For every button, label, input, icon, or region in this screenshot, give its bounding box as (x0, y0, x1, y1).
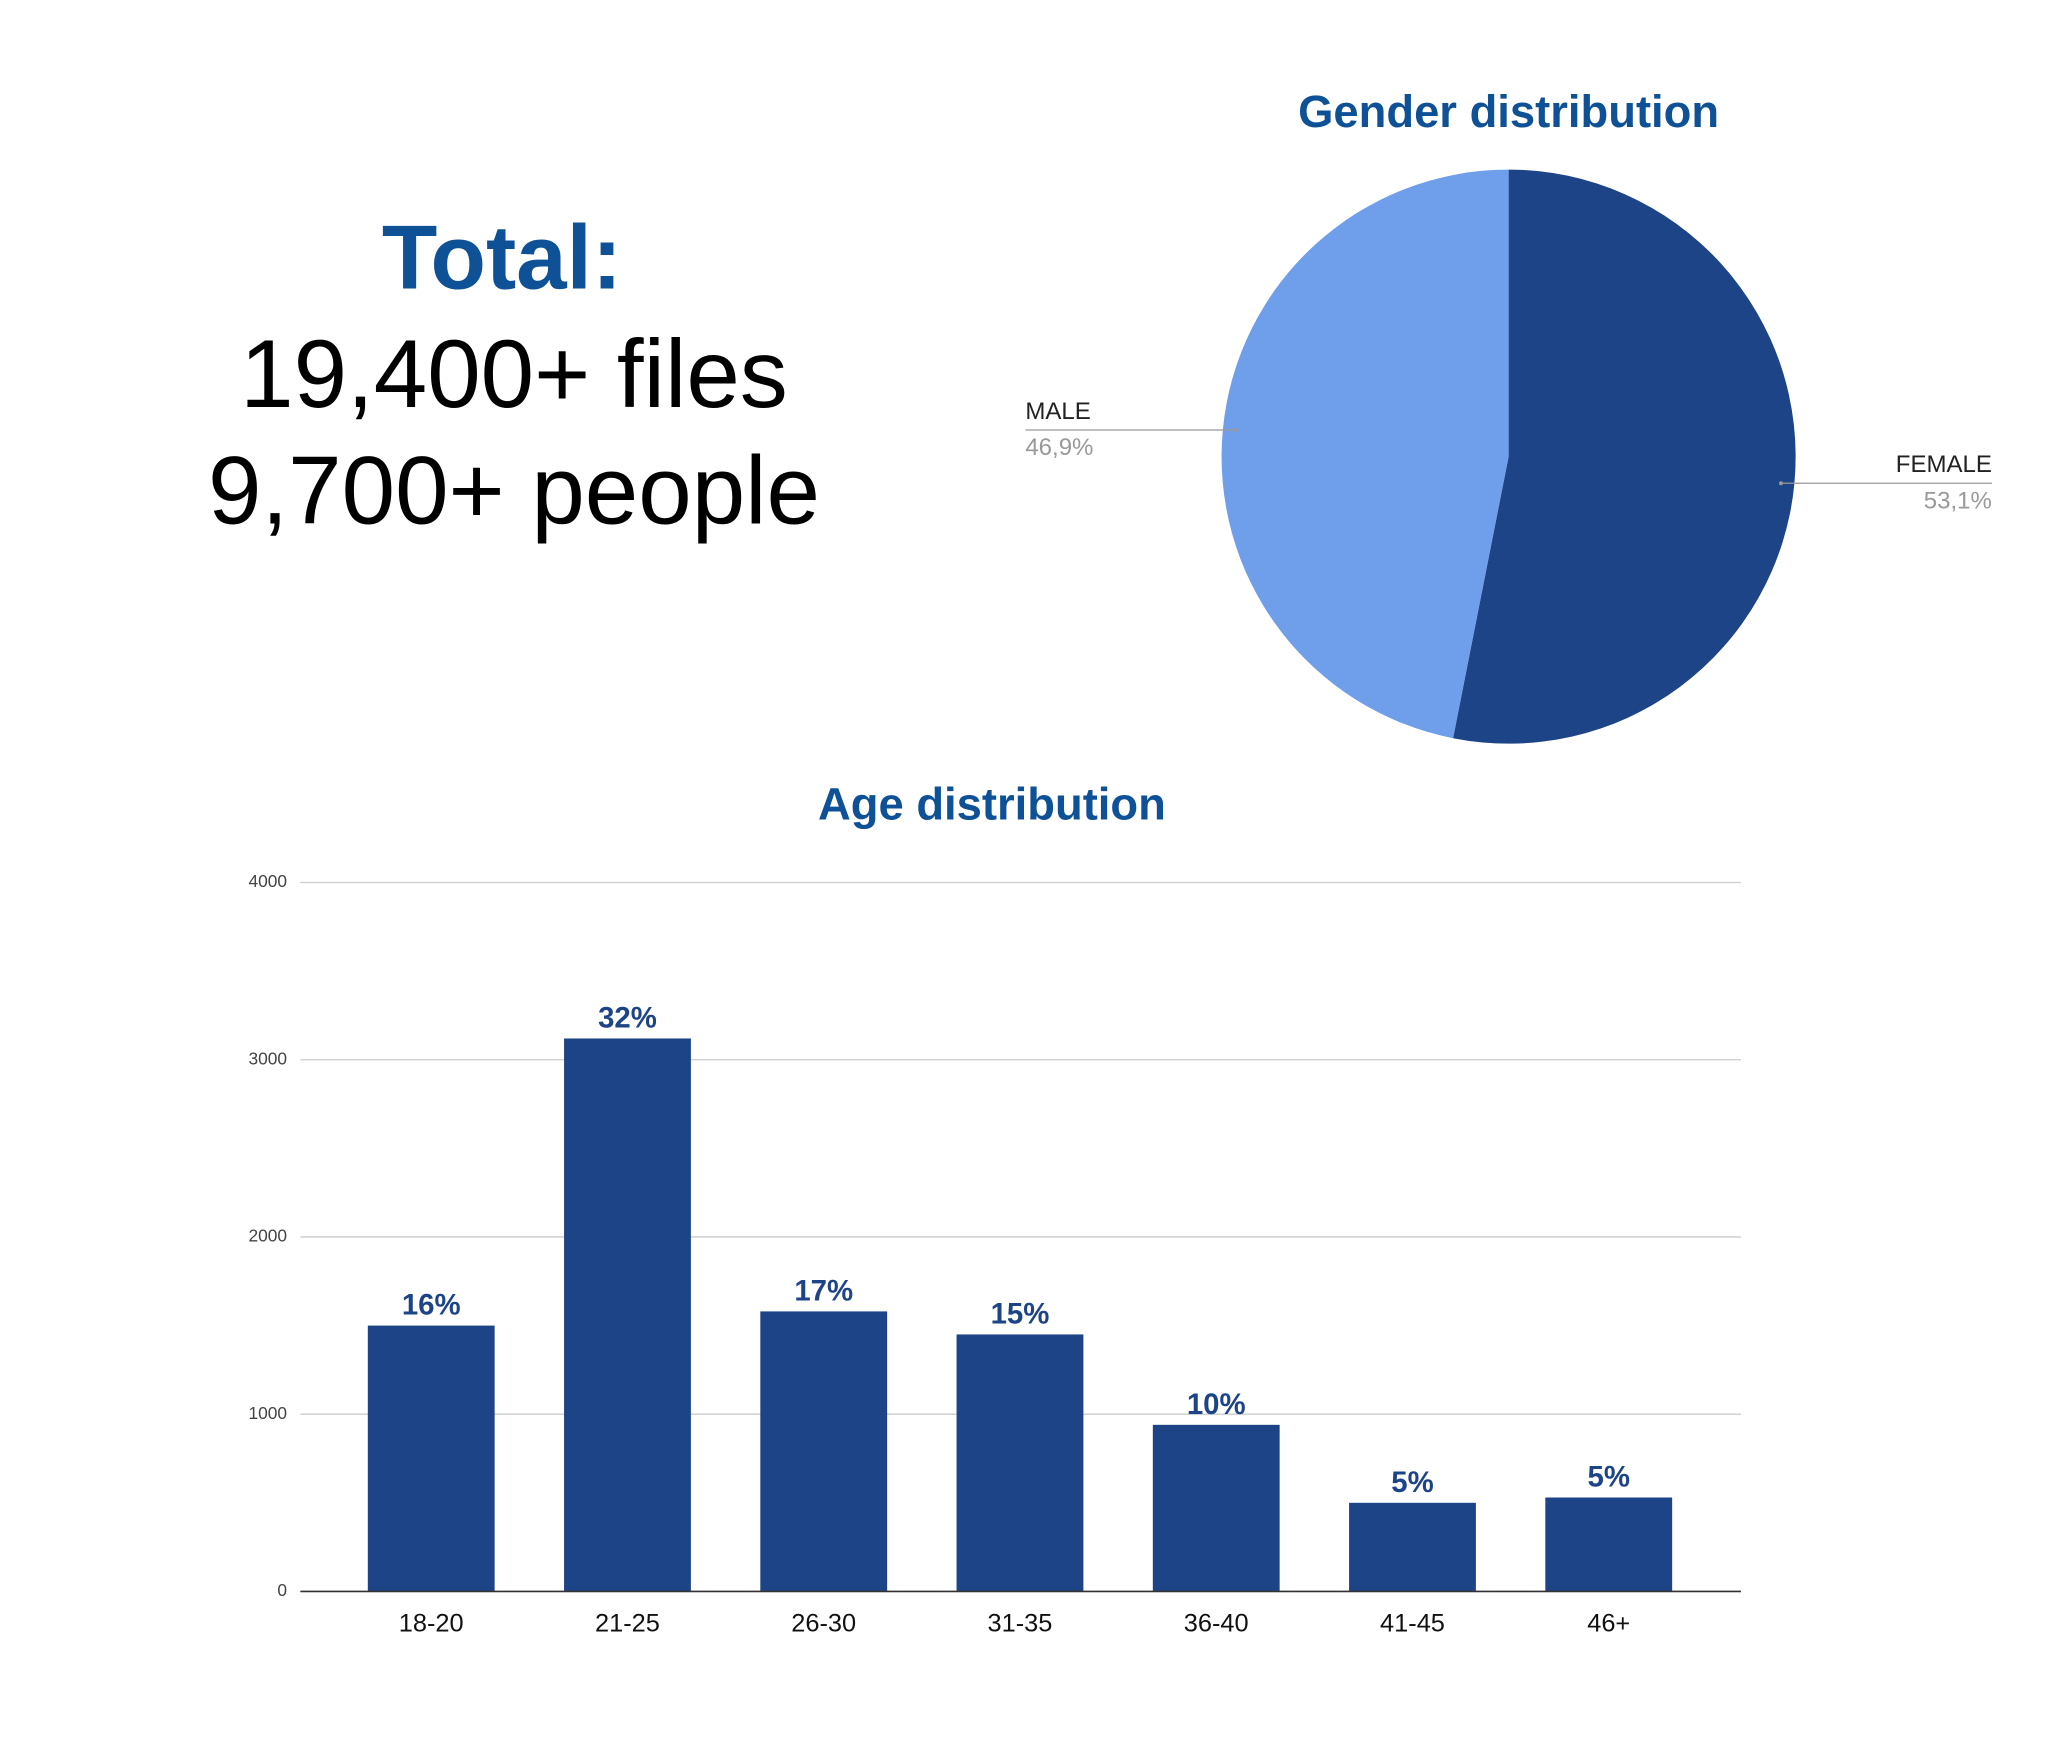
pie-slice (1221, 169, 1509, 739)
bar (564, 1038, 691, 1592)
bar-value-label: 5% (1391, 1466, 1433, 1499)
x-tick-label: 18-20 (399, 1610, 464, 1638)
x-tick-label: 21-25 (595, 1610, 660, 1638)
x-tick-label: 46+ (1587, 1610, 1630, 1638)
leader-dot (1234, 428, 1239, 433)
bar (760, 1311, 888, 1592)
bar (956, 1334, 1084, 1592)
bar-value-label: 15% (991, 1298, 1050, 1331)
total-people: 9,700+ people (208, 437, 820, 544)
total-files: 19,400+ files (240, 321, 788, 428)
x-tick-label: 36-40 (1184, 1610, 1249, 1638)
bar-value-label: 10% (1187, 1388, 1246, 1421)
bar-title: Age distribution (818, 779, 1166, 830)
x-tick-label: 31-35 (988, 1610, 1053, 1638)
y-tick-label: 1000 (248, 1403, 287, 1423)
bar (1545, 1497, 1673, 1592)
y-tick-label: 4000 (248, 871, 287, 891)
leader-dot (1778, 481, 1783, 486)
pie-slice (1453, 169, 1796, 744)
bar (1349, 1502, 1476, 1592)
bar-value-label: 16% (402, 1289, 461, 1322)
pie-value-label: 46,9% (1025, 434, 1093, 461)
bar-value-label: 32% (598, 1002, 657, 1035)
x-tick-label: 41-45 (1380, 1610, 1445, 1638)
y-tick-label: 3000 (248, 1048, 287, 1068)
bar (1152, 1424, 1280, 1592)
bar (367, 1325, 495, 1592)
bar-value-label: 17% (794, 1274, 853, 1307)
pie-label: MALE (1025, 398, 1090, 425)
pie-label: FEMALE (1896, 451, 1992, 478)
pie-value-label: 53,1% (1924, 487, 1992, 514)
pie-title: Gender distribution (1298, 86, 1719, 137)
bar-value-label: 5% (1588, 1461, 1630, 1494)
y-tick-label: 2000 (248, 1226, 287, 1246)
total-title: Total: (382, 207, 622, 308)
y-tick-label: 0 (277, 1580, 287, 1600)
x-tick-label: 26-30 (791, 1610, 856, 1638)
